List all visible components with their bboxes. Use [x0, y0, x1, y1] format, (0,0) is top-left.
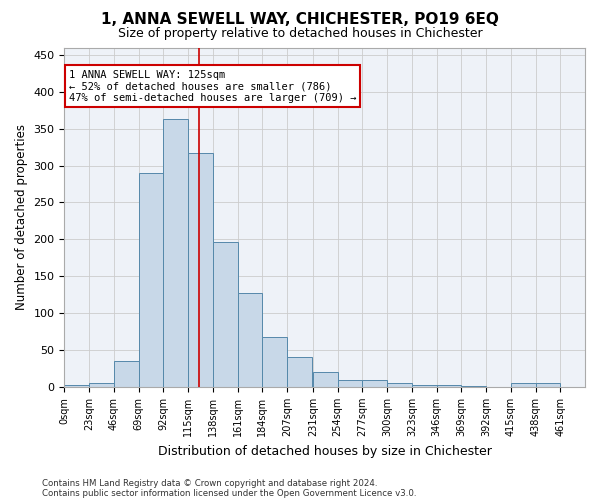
Bar	[139, 173, 163, 387]
Bar	[387, 384, 412, 387]
Bar	[89, 384, 114, 387]
Bar	[437, 386, 461, 387]
Bar	[461, 386, 486, 387]
Bar	[362, 380, 387, 387]
Text: 1, ANNA SEWELL WAY, CHICHESTER, PO19 6EQ: 1, ANNA SEWELL WAY, CHICHESTER, PO19 6EQ	[101, 12, 499, 28]
X-axis label: Distribution of detached houses by size in Chichester: Distribution of detached houses by size …	[158, 444, 491, 458]
Bar	[262, 337, 287, 387]
Text: Contains HM Land Registry data © Crown copyright and database right 2024.: Contains HM Land Registry data © Crown c…	[42, 478, 377, 488]
Bar	[536, 384, 560, 387]
Bar	[313, 372, 338, 387]
Bar	[163, 119, 188, 387]
Bar	[287, 358, 312, 387]
Text: Contains public sector information licensed under the Open Government Licence v3: Contains public sector information licen…	[42, 488, 416, 498]
Bar	[238, 293, 262, 387]
Text: 1 ANNA SEWELL WAY: 125sqm
← 52% of detached houses are smaller (786)
47% of semi: 1 ANNA SEWELL WAY: 125sqm ← 52% of detac…	[69, 70, 356, 103]
Bar	[213, 242, 238, 387]
Bar	[64, 386, 89, 387]
Y-axis label: Number of detached properties: Number of detached properties	[15, 124, 28, 310]
Bar	[188, 153, 213, 387]
Text: Size of property relative to detached houses in Chichester: Size of property relative to detached ho…	[118, 28, 482, 40]
Bar	[114, 361, 139, 387]
Bar	[412, 386, 437, 387]
Bar	[338, 380, 362, 387]
Bar	[511, 384, 536, 387]
